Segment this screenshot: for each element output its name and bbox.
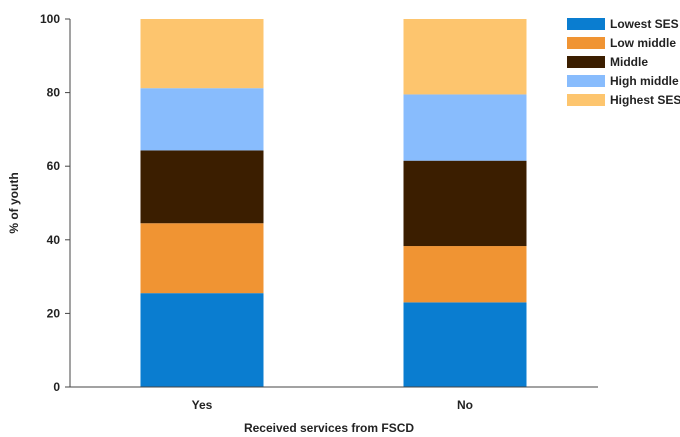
legend: Lowest SES Low middle Middle High middle Hig… <box>567 17 680 107</box>
y-tick-label: 100 <box>40 12 60 26</box>
x-axis-title: Received services from FSCD <box>244 421 414 435</box>
bar-segment-no-3 <box>403 160 527 247</box>
y-tick-label: 40 <box>47 233 61 247</box>
y-tick-label: 80 <box>47 86 61 100</box>
bar-segment-no-2 <box>403 246 527 303</box>
x-axis-ticks: Yes No <box>192 398 473 412</box>
legend-swatch <box>567 94 605 106</box>
bar-segment-yes-3 <box>140 150 264 224</box>
legend-label: Lowest SES <box>610 17 679 31</box>
bar-segment-yes-2 <box>140 223 264 294</box>
legend-swatch <box>567 75 605 87</box>
legend-swatch <box>567 56 605 68</box>
bar-segment-no-5 <box>403 19 527 95</box>
bar-segment-no-1 <box>403 302 527 387</box>
x-tick-label: No <box>457 398 473 412</box>
legend-label: Highest SES <box>610 93 680 107</box>
y-axis-title: % of youth <box>7 172 21 233</box>
bar-segment-yes-1 <box>140 293 264 387</box>
legend-label: Low middle <box>610 36 676 50</box>
plot-area <box>140 19 527 387</box>
legend-label: Middle <box>610 55 648 69</box>
legend-label: High middle <box>610 74 679 88</box>
y-tick-label: 60 <box>47 159 61 173</box>
legend-swatch <box>567 37 605 49</box>
bar-segment-yes-5 <box>140 19 264 89</box>
bar-segment-yes-4 <box>140 88 264 151</box>
x-tick-label: Yes <box>192 398 213 412</box>
y-tick-label: 20 <box>47 306 61 320</box>
y-axis-ticks: 0 20 40 60 80 100 <box>40 12 70 394</box>
bar-segment-no-4 <box>403 94 527 161</box>
legend-swatch <box>567 18 605 30</box>
y-tick-label: 0 <box>53 380 60 394</box>
